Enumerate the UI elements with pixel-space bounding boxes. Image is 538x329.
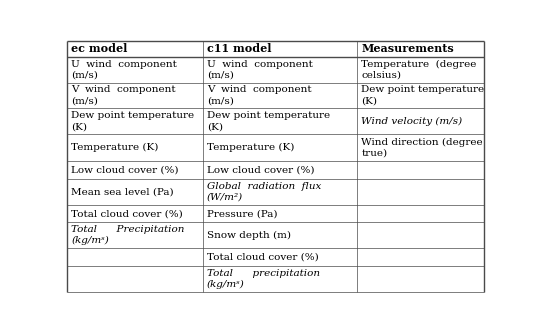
Text: Temperature (K): Temperature (K) (72, 143, 159, 152)
Text: Temperature  (degree
celsius): Temperature (degree celsius) (361, 60, 477, 80)
Text: Dew point temperature
(K): Dew point temperature (K) (72, 111, 195, 131)
Text: Total cloud cover (%): Total cloud cover (%) (207, 252, 318, 262)
Text: V  wind  component
(m/s): V wind component (m/s) (72, 85, 176, 106)
Text: Mean sea level (Pa): Mean sea level (Pa) (72, 188, 174, 196)
Text: Total      Precipitation
(kg/mˢ): Total Precipitation (kg/mˢ) (72, 225, 185, 245)
Text: Pressure (Pa): Pressure (Pa) (207, 209, 278, 218)
Text: Measurements: Measurements (361, 43, 454, 54)
Text: Snow depth (m): Snow depth (m) (207, 231, 291, 240)
Text: Temperature (K): Temperature (K) (207, 143, 294, 152)
Text: U  wind  component
(m/s): U wind component (m/s) (207, 60, 313, 80)
Text: Wind direction (degree
true): Wind direction (degree true) (361, 138, 483, 158)
Text: Low cloud cover (%): Low cloud cover (%) (72, 166, 179, 175)
Text: Total cloud cover (%): Total cloud cover (%) (72, 209, 183, 218)
Text: ec model: ec model (72, 43, 128, 54)
Text: c11 model: c11 model (207, 43, 272, 54)
Text: Total      precipitation
(kg/mˢ): Total precipitation (kg/mˢ) (207, 268, 320, 289)
Text: Global  radiation  flux
(W/m²): Global radiation flux (W/m²) (207, 182, 321, 202)
Text: Wind velocity (m/s): Wind velocity (m/s) (361, 116, 462, 126)
Text: Low cloud cover (%): Low cloud cover (%) (207, 166, 314, 175)
Text: Dew point temperature
(K): Dew point temperature (K) (361, 85, 484, 106)
Text: U  wind  component
(m/s): U wind component (m/s) (72, 60, 178, 80)
Text: Dew point temperature
(K): Dew point temperature (K) (207, 111, 330, 131)
Text: V  wind  component
(m/s): V wind component (m/s) (207, 85, 312, 106)
